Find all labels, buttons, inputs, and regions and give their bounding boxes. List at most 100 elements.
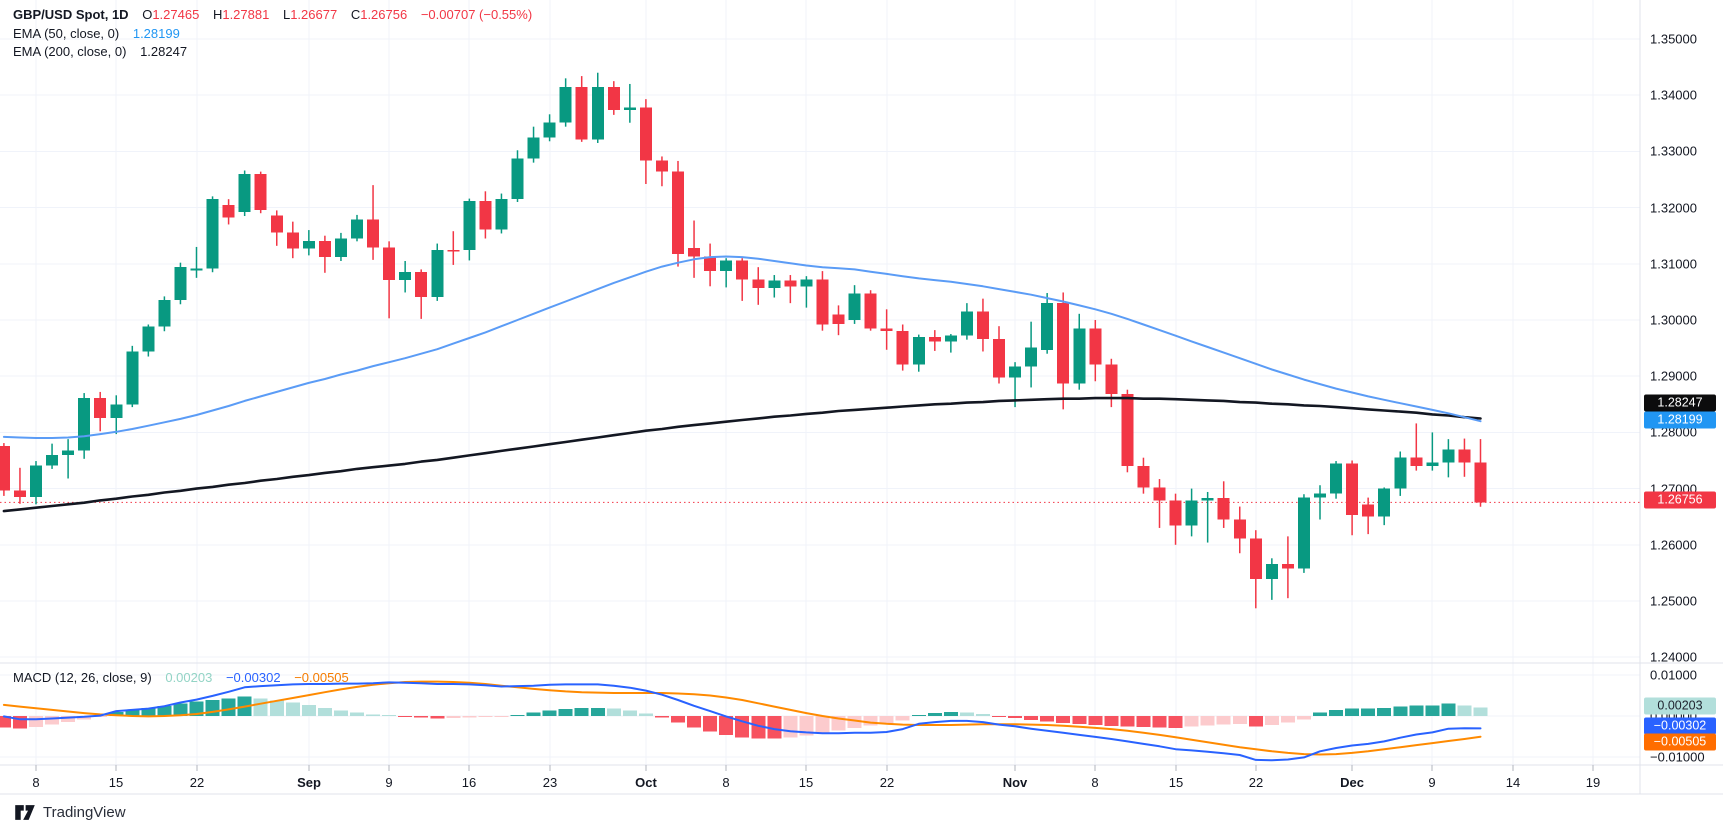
macd-histogram-bar	[1409, 705, 1424, 716]
macd-histogram-bar	[1248, 716, 1263, 727]
candle-body	[1105, 364, 1118, 395]
macd-histogram-bar	[317, 707, 332, 716]
candle-body	[94, 398, 107, 418]
candle-body	[399, 272, 412, 281]
ema50-value: 1.28199	[132, 26, 180, 41]
candle-body	[720, 260, 733, 272]
candle-body	[688, 248, 701, 257]
macd-histogram-bar	[1264, 716, 1279, 726]
candle-body	[1426, 462, 1439, 467]
candle-body	[1474, 462, 1487, 503]
candle-body	[543, 122, 556, 138]
macd-histogram-bar	[1136, 716, 1151, 728]
macd-histogram-bar	[366, 714, 381, 716]
candle-body	[655, 160, 668, 172]
price-badge: 1.28247	[1644, 394, 1716, 412]
macd-histogram-bar	[1313, 712, 1327, 716]
candle-body	[928, 336, 941, 342]
candle-body	[1249, 538, 1262, 580]
ema200-line	[2, 396, 1482, 513]
candle-body	[158, 299, 171, 327]
symbol-legend-row[interactable]: GBP/USD Spot, 1D O1.27465 H1.27881 L1.26…	[13, 6, 532, 24]
candle-body	[270, 215, 283, 233]
candle-body	[976, 311, 989, 340]
macd-histogram-bar	[1008, 716, 1023, 719]
candle-wick	[1319, 485, 1321, 520]
macd-histogram-bar	[141, 708, 156, 716]
ema200-legend-row[interactable]: EMA (200, close, 0) 1.28247	[13, 43, 187, 61]
candle-body	[1185, 500, 1198, 526]
candle-wick	[452, 231, 455, 265]
time-axis-label: 22	[189, 775, 205, 790]
candle-body	[527, 137, 540, 159]
time-axis-month-label: Nov	[1002, 775, 1028, 790]
candle-wick	[629, 83, 631, 123]
time-axis-label: 23	[542, 775, 558, 790]
macd-histogram-bar	[430, 716, 445, 719]
macd-histogram-bar	[1377, 708, 1392, 716]
candle-wick	[1014, 362, 1016, 408]
candle-body	[479, 200, 492, 230]
macd-histogram-bar	[205, 700, 220, 716]
macd-histogram-bar	[269, 700, 284, 716]
time-axis-month-label: Dec	[1340, 775, 1364, 790]
macd-histogram-bar	[1280, 716, 1295, 723]
macd-main-line	[2, 681, 1482, 762]
candle-body	[383, 247, 396, 281]
candle-body	[993, 339, 1005, 378]
time-axis-label: 19	[1585, 775, 1601, 790]
candle-body	[318, 240, 331, 258]
symbol-title: GBP/USD Spot, 1D	[13, 7, 129, 22]
macd-histogram-bar	[943, 711, 958, 716]
candle-body	[1153, 487, 1166, 501]
price-axis-label: 1.26000	[1650, 537, 1697, 553]
candle-body	[78, 398, 91, 451]
tradingview-attribution[interactable]: TradingView	[14, 803, 126, 822]
candle-body	[110, 404, 123, 418]
macd-histogram-bar	[671, 716, 685, 723]
macd-histogram-bar	[927, 713, 942, 716]
ema50-legend-row[interactable]: EMA (50, close, 0) 1.28199	[13, 25, 180, 43]
macd-legend-row[interactable]: MACD (12, 26, close, 9) 0.00203 −0.00302…	[13, 669, 349, 687]
macd-histogram-bar	[542, 710, 557, 716]
macd-histogram-bar	[847, 716, 862, 728]
candle-body	[447, 249, 460, 252]
macd-histogram-bar	[0, 716, 11, 728]
macd-histogram-bar	[703, 716, 718, 732]
macd-histogram-bar	[719, 716, 734, 735]
macd-histogram-bar	[350, 712, 364, 716]
macd-histogram-bar	[558, 709, 573, 716]
candle-body	[784, 280, 797, 287]
macd-histogram-bar	[975, 713, 990, 716]
macd-histogram-bar	[398, 716, 413, 717]
macd-histogram-bar	[992, 716, 1006, 717]
ohlc-high-value: 1.27881	[222, 7, 270, 22]
macd-histogram-bar	[1232, 716, 1247, 724]
candle-body	[415, 272, 428, 297]
macd-histogram-bar	[751, 716, 766, 739]
candle-body	[832, 314, 845, 324]
candle-body	[864, 293, 877, 329]
candle-body	[768, 280, 781, 288]
macd-axis-label: −0.01000	[1650, 749, 1705, 765]
ohlc-open-value: 1.27465	[152, 7, 200, 22]
time-scale[interactable]: 8 15 22 Sep 9 16 23 Oct 8 15 22 Nov 8 15 22 Dec 9 14 19	[0, 765, 1723, 794]
candle-body	[944, 335, 957, 342]
macd-histogram-bar	[1168, 716, 1183, 728]
time-axis-label: 15	[108, 775, 124, 790]
macd-histogram-bar	[638, 713, 653, 716]
macd-histogram-bar	[1184, 716, 1199, 727]
candle-body	[238, 173, 251, 213]
macd-histogram-bar	[1345, 708, 1360, 716]
macd-histogram-bar	[1441, 703, 1456, 716]
candle-wick	[1415, 423, 1418, 471]
macd-histogram-bar	[1120, 716, 1135, 727]
price-axis-label: 1.32000	[1650, 200, 1697, 216]
candle-wick	[789, 275, 792, 304]
macd-histogram-bar	[1216, 716, 1231, 725]
macd-histogram-bar	[1473, 707, 1488, 716]
macd-histogram-bar	[622, 710, 637, 716]
candle-wick	[725, 258, 727, 288]
